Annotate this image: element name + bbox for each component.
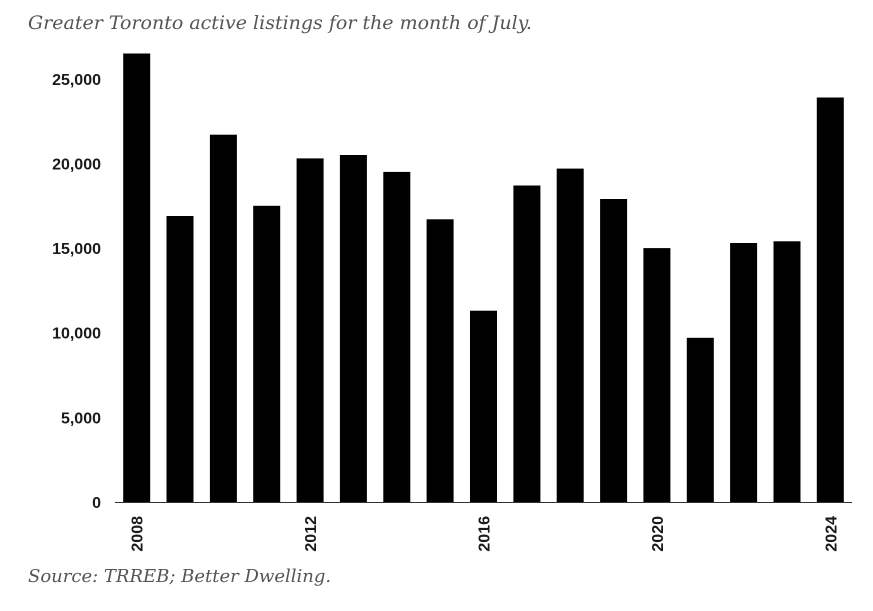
bar-2015 [426, 219, 454, 503]
bar-2008 [123, 53, 151, 502]
x-tick-label: 2024 [823, 516, 840, 552]
y-tick-label: 20,000 [52, 157, 101, 174]
y-tick-label: 15,000 [52, 241, 101, 258]
bar-2012 [296, 158, 324, 502]
x-tick-label: 2020 [650, 516, 667, 552]
chart-title: Greater Toronto active listings for the … [28, 12, 532, 34]
bar-2011 [253, 205, 281, 503]
bar-2022 [730, 243, 758, 502]
bar-2019 [600, 199, 628, 502]
bar-2014 [383, 171, 411, 502]
y-tick-label: 0 [92, 495, 101, 512]
y-tick-label: 25,000 [52, 72, 101, 89]
bar-2021 [686, 337, 714, 502]
y-tick-label: 10,000 [52, 326, 101, 343]
x-tick-label: 2012 [303, 516, 320, 552]
x-tick-label: 2016 [477, 516, 494, 552]
x-tick-label: 2008 [130, 516, 147, 552]
bar-2010 [209, 134, 237, 502]
y-tick-label: 5,000 [61, 410, 101, 427]
bar-2023 [773, 241, 801, 503]
bar-2009 [166, 216, 194, 502]
bar-2024 [816, 97, 844, 502]
bar-2018 [556, 168, 584, 502]
bar-2020 [643, 248, 671, 502]
bar-2017 [513, 185, 541, 502]
source-note: Source: TRREB; Better Dwelling. [28, 566, 332, 587]
bar-2016 [470, 310, 497, 502]
bar-2013 [339, 155, 367, 502]
